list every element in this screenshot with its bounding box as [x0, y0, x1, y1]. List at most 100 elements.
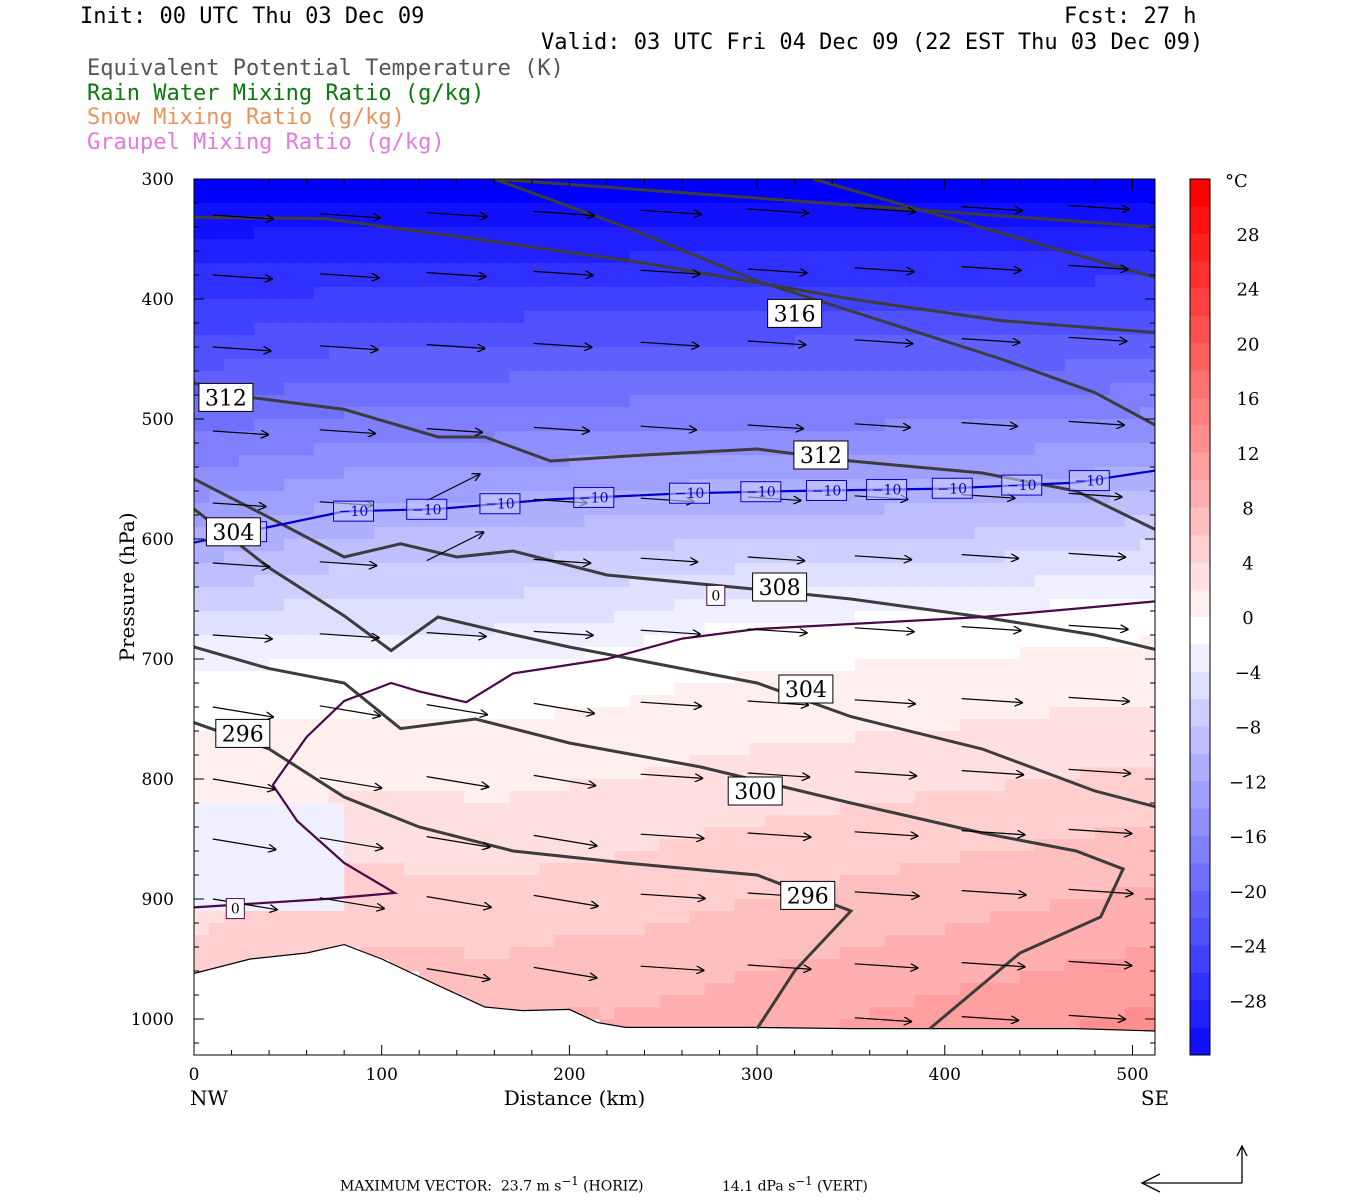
- temperature-cell: [569, 239, 585, 252]
- temperature-cell: [764, 971, 781, 984]
- temperature-cell: [794, 563, 811, 576]
- temperature-cell: [494, 515, 510, 528]
- temperature-cell: [419, 419, 435, 432]
- temperature-cell: [314, 299, 330, 312]
- temperature-cell: [344, 899, 360, 912]
- temperature-cell: [974, 647, 991, 660]
- temperature-cell: [524, 275, 540, 288]
- temperature-cell: [254, 227, 270, 240]
- theta-e-label-308: 308: [752, 572, 808, 602]
- temperature-cell: [464, 959, 480, 972]
- temperature-cell: [509, 311, 525, 324]
- temperature-cell: [614, 515, 630, 528]
- wind-vector: [1068, 553, 1127, 557]
- temperature-cell: [1110, 527, 1126, 540]
- temperature-cell: [449, 191, 465, 204]
- temperature-cell: [944, 971, 961, 984]
- temperature-cell: [569, 995, 585, 1008]
- temperature-cell: [884, 407, 901, 420]
- temperature-cell: [1094, 539, 1111, 552]
- isotherm-label-text: −10: [412, 502, 442, 518]
- temperature-cell: [239, 935, 255, 948]
- temperature-cell: [809, 647, 826, 660]
- temperature-cell: [584, 227, 600, 240]
- temperature-cell: [554, 947, 570, 960]
- temperature-cell: [644, 695, 661, 708]
- field-graupel: Graupel Mixing Ratio (g/kg): [87, 130, 445, 155]
- temperature-cell: [1094, 527, 1111, 540]
- temperature-cell: [329, 431, 345, 444]
- temperature-cell: [464, 587, 480, 600]
- temperature-cell: [344, 311, 360, 324]
- temperature-cell: [1064, 731, 1081, 744]
- temperature-cell: [644, 455, 661, 468]
- temperature-cell: [884, 659, 901, 672]
- wind-vector: [1068, 960, 1133, 965]
- temperature-cell: [719, 707, 736, 720]
- temperature-cell: [1049, 455, 1066, 468]
- temperature-cell: [914, 983, 931, 996]
- temperature-cell: [569, 803, 585, 816]
- temperature-cell: [644, 923, 661, 936]
- temperature-cell: [329, 875, 345, 888]
- wind-vector: [533, 774, 597, 785]
- temperature-cell: [1019, 179, 1036, 192]
- temperature-cell: [239, 803, 255, 816]
- temperature-cell: [1049, 1007, 1066, 1020]
- temperature-cell: [764, 611, 781, 624]
- temperature-cell: [314, 647, 330, 660]
- wind-vector: [640, 893, 706, 898]
- temperature-cell: [269, 431, 285, 444]
- temperature-cell: [1004, 839, 1021, 852]
- temperature-cell: [764, 203, 781, 216]
- temperature-cell: [569, 287, 585, 300]
- temperature-cell: [629, 431, 646, 444]
- temperature-cell: [344, 563, 360, 576]
- temperature-cell: [359, 611, 375, 624]
- temperature-cell: [869, 971, 886, 984]
- temperature-cell: [224, 767, 240, 780]
- colorbar-bin: [1190, 233, 1210, 262]
- temperature-cell: [239, 647, 255, 660]
- temperature-cell: [1034, 551, 1051, 564]
- temperature-cell: [989, 599, 1006, 612]
- temperature-cell: [494, 707, 510, 720]
- temperature-cell: [1064, 311, 1081, 324]
- temperature-cell: [989, 503, 1006, 516]
- temperature-cell: [569, 707, 585, 720]
- temperature-cell: [1034, 431, 1051, 444]
- temperature-cell: [674, 587, 691, 600]
- temperature-cell: [359, 239, 375, 252]
- temperature-cell: [674, 815, 691, 828]
- temperature-cell: [944, 827, 961, 840]
- temperature-cell: [1034, 647, 1051, 660]
- temperature-cell: [749, 803, 766, 816]
- temperature-cell: [224, 431, 240, 444]
- temperature-cell: [674, 311, 691, 324]
- temperature-cell: [704, 635, 721, 648]
- temperature-cell: [224, 443, 240, 456]
- temperature-cell: [1064, 371, 1081, 384]
- temperature-cell: [584, 959, 600, 972]
- wind-vector: [854, 1018, 913, 1022]
- temperature-cell: [779, 383, 796, 396]
- temperature-cell: [329, 911, 345, 924]
- temperature-cell: [929, 395, 946, 408]
- temperature-cell: [569, 731, 585, 744]
- temperature-cell: [974, 539, 991, 552]
- temperature-cell: [719, 179, 736, 192]
- temperature-cell: [959, 323, 976, 336]
- temperature-cell: [569, 455, 585, 468]
- temperature-cell: [404, 443, 420, 456]
- temperature-cell: [854, 275, 871, 288]
- temperature-cell: [734, 851, 751, 864]
- temperature-cell: [239, 851, 255, 864]
- temperature-cell: [329, 683, 345, 696]
- temperature-cell: [1049, 347, 1066, 360]
- temperature-cell: [1064, 563, 1081, 576]
- temperature-cell: [929, 923, 946, 936]
- temperature-cell: [209, 443, 225, 456]
- temperature-cell: [809, 335, 826, 348]
- temperature-cell: [509, 431, 525, 444]
- theta-e-label-304: 304: [205, 517, 261, 547]
